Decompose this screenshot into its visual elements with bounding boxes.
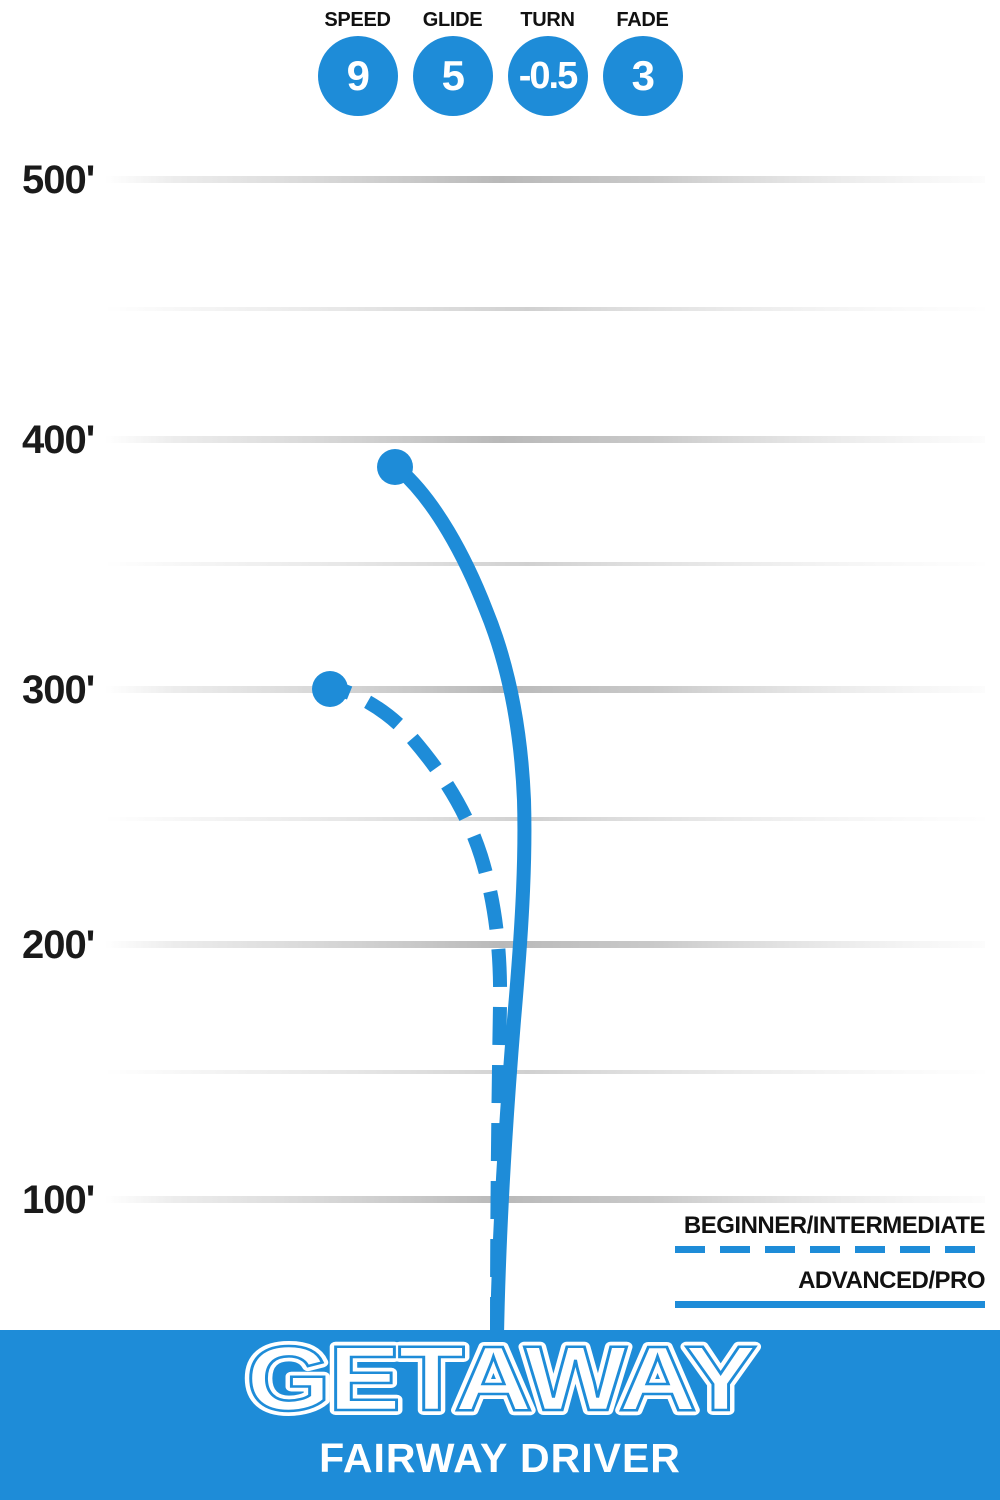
glide-value-badge: 5 [412, 36, 493, 116]
getaway-wordmark-innerline: GETAWAY [246, 1338, 755, 1430]
banner-subtitle: FAIRWAY DRIVER [319, 1435, 681, 1481]
turn-label: TURN [520, 9, 575, 31]
y-axis-label-200: 200' [22, 923, 95, 967]
flight-endpoint-advanced [377, 449, 413, 485]
legend-item-beginner: BEGINNER/INTERMEDIATE [675, 1212, 986, 1267]
flight-numbers-row: SPEED 9 GLIDE 5 TURN -0.5 FADE 3 [310, 8, 690, 128]
flight-path-svg [105, 176, 985, 1342]
flight-plot-area: 500' 400' 300' 200' 100' [22, 158, 985, 1342]
flight-path-beginner [335, 682, 508, 1336]
y-axis-label-500: 500' [22, 158, 95, 202]
y-axis-label-400: 400' [22, 418, 95, 462]
flight-endpoint-beginner [312, 671, 348, 707]
chart-legend: BEGINNER/INTERMEDIATE ADVANCED/PRO [585, 1212, 986, 1308]
glide-label: GLIDE [422, 9, 483, 31]
legend-item-advanced: ADVANCED/PRO [675, 1267, 985, 1308]
getaway-wordmark-outline: GETAWAY [246, 1338, 755, 1430]
gridlines-minor [105, 307, 985, 1074]
fade-label: FADE [616, 9, 669, 31]
gridlines-major [105, 176, 985, 1203]
flight-number-fade: FADE 3 [595, 8, 690, 116]
getaway-wordmark-fill: GETAWAY [246, 1338, 755, 1430]
flight-number-speed: SPEED 9 [310, 8, 405, 116]
speed-value-badge: 9 [317, 36, 398, 116]
turn-value-badge: -0.5 [507, 36, 588, 116]
legend-label-beginner: BEGINNER/INTERMEDIATE [683, 1212, 986, 1239]
flight-number-turn: TURN -0.5 [500, 8, 595, 116]
flight-path-advanced [393, 463, 532, 1342]
brand-banner: GETAWAY GETAWAY GETAWAY FAIRWAY DRIVER [0, 1330, 1000, 1500]
speed-label: SPEED [324, 9, 391, 31]
legend-swatch-dashed-line [675, 1246, 985, 1253]
fade-value-badge: 3 [602, 36, 683, 116]
y-axis-label-100: 100' [22, 1178, 95, 1222]
legend-label-advanced: ADVANCED/PRO [798, 1267, 985, 1294]
legend-swatch-solid-line [675, 1301, 985, 1308]
flight-number-glide: GLIDE 5 [405, 8, 500, 116]
y-axis-label-300: 300' [22, 668, 95, 712]
getaway-wordmark: GETAWAY GETAWAY GETAWAY [241, 1338, 764, 1434]
